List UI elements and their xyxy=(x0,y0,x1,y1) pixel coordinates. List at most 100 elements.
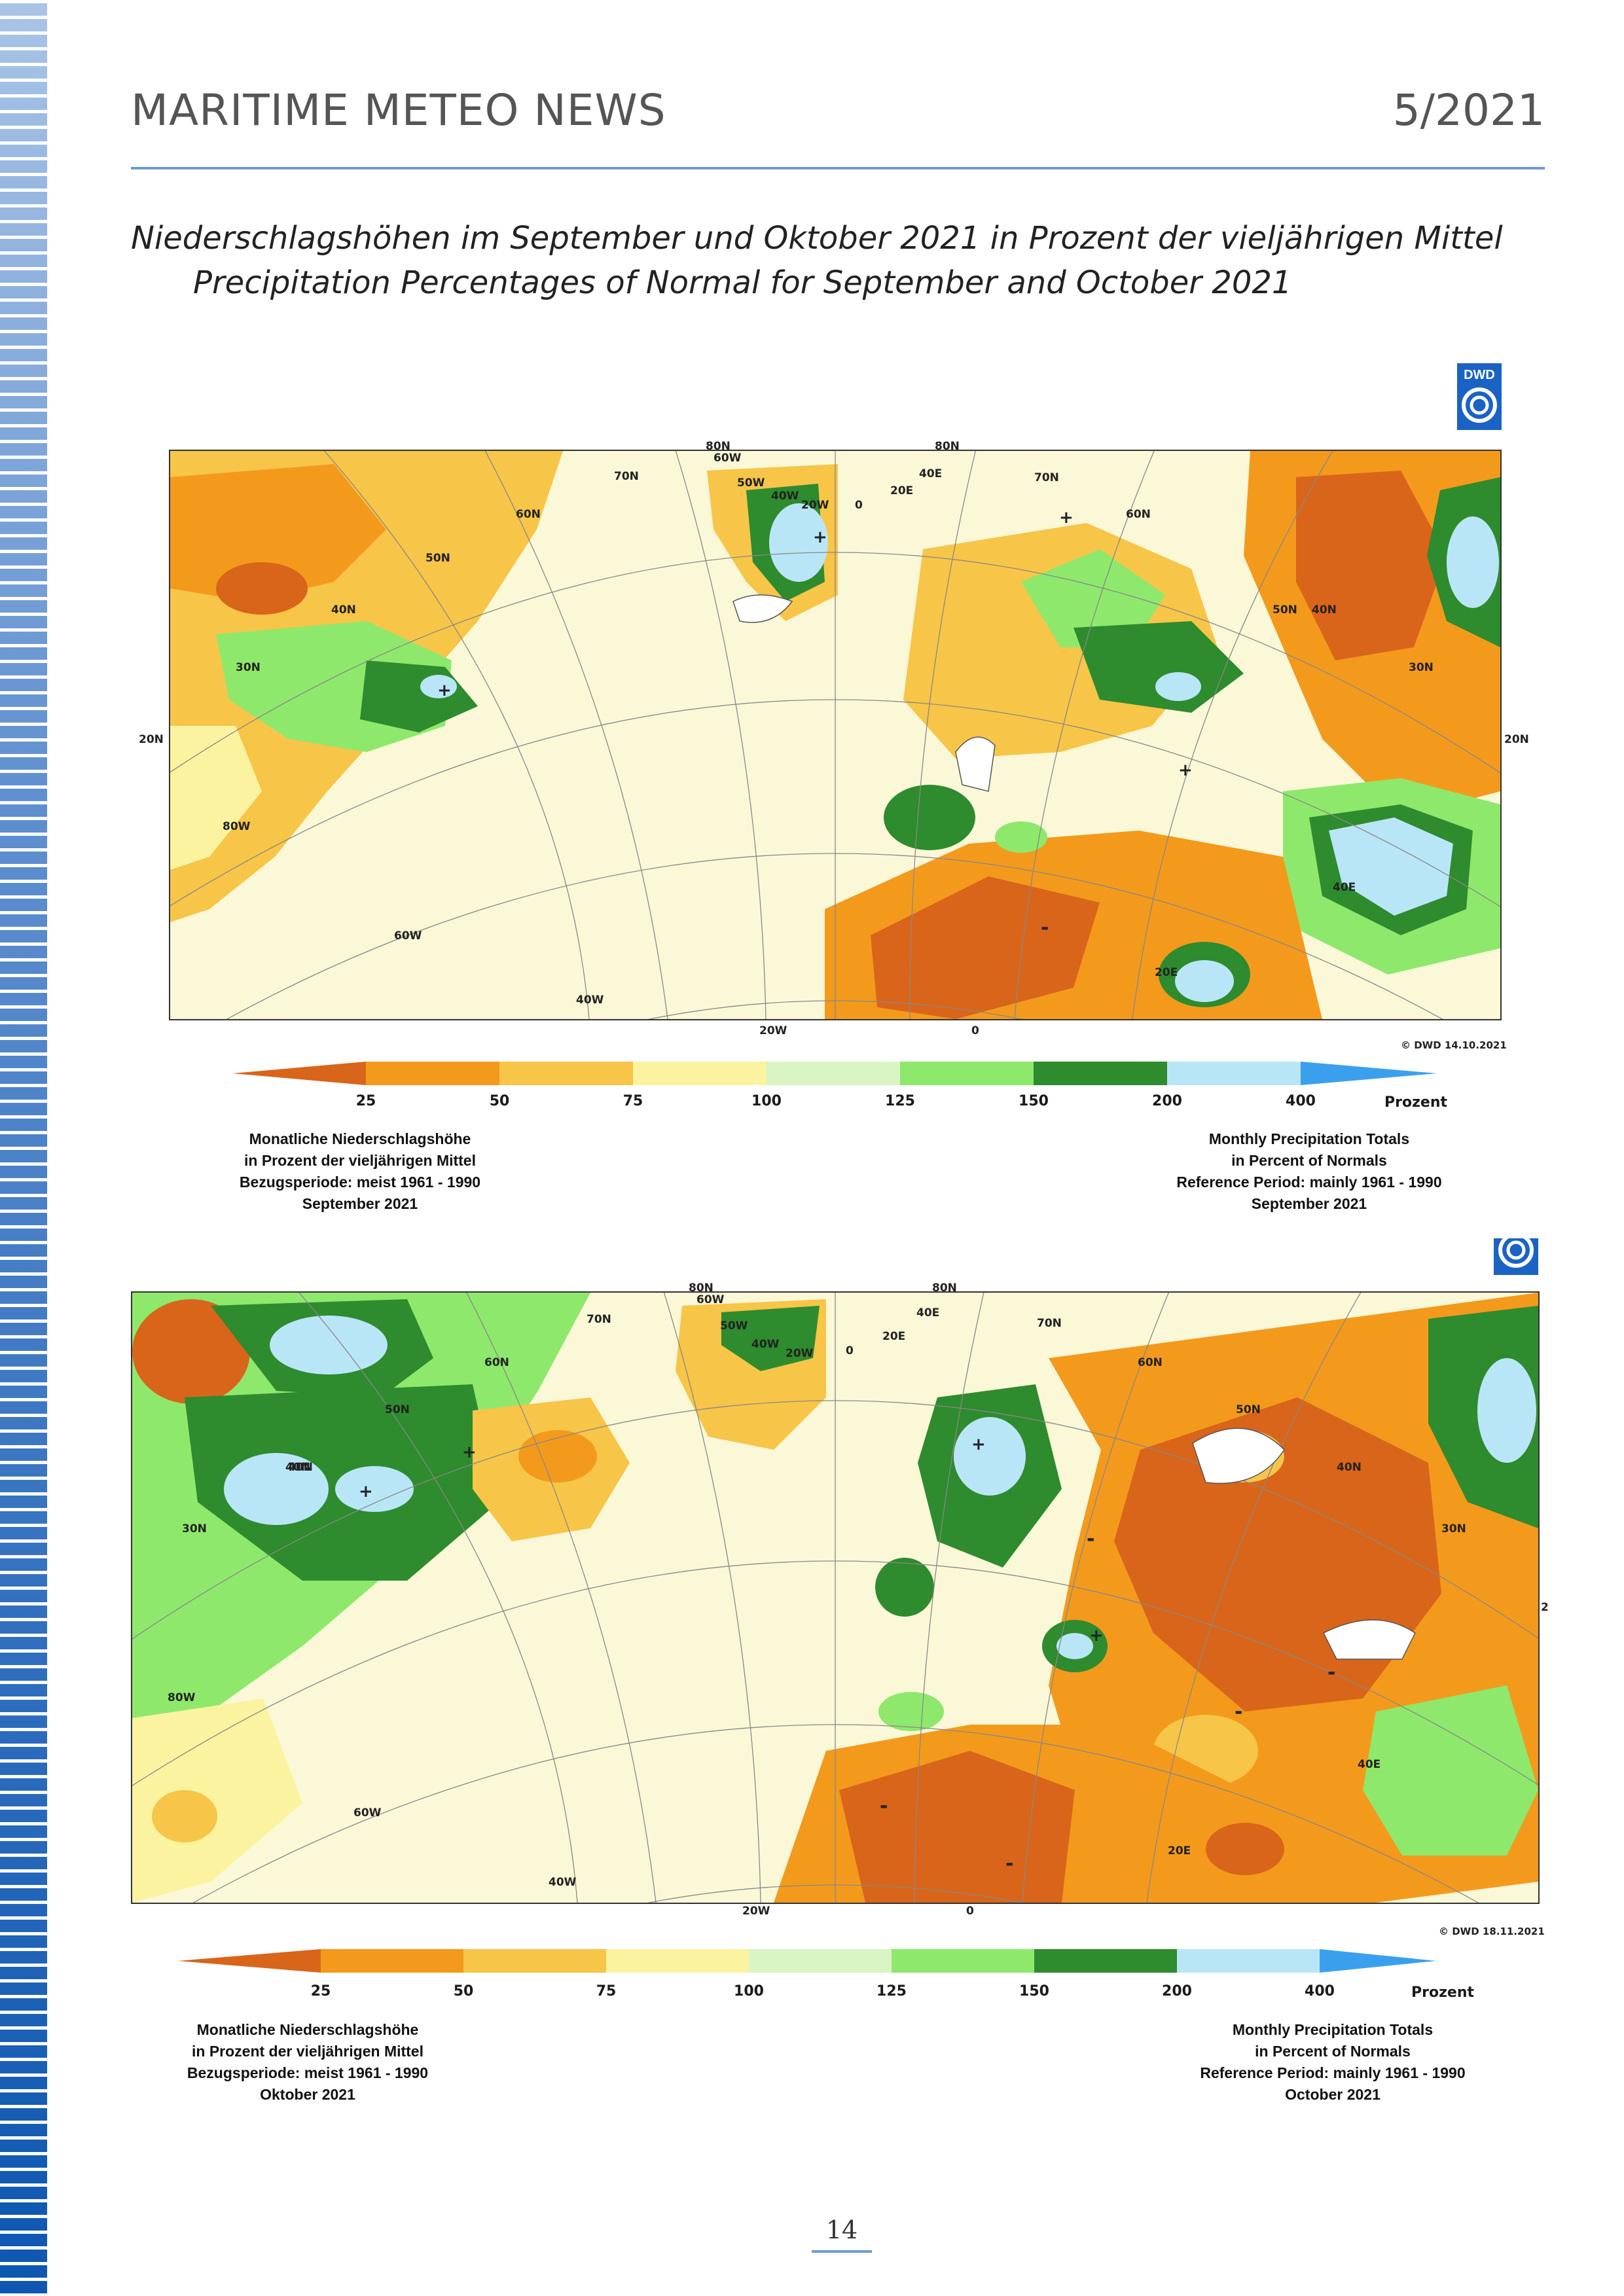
map1-grid-label: 50N xyxy=(1272,603,1297,617)
caption-line: in Prozent der vieljährigen Mittel xyxy=(191,2043,424,2060)
map1-legend-unit: Prozent xyxy=(1384,1094,1447,1111)
caption-line: in Percent of Normals xyxy=(1255,2043,1411,2060)
caption-line: Monthly Precipitation Totals xyxy=(1232,2021,1434,2038)
map1-lat-label-20n-left: 20N xyxy=(139,733,164,746)
legend-tick: 400 xyxy=(1286,1093,1316,1109)
map2-sign: + xyxy=(1089,1626,1104,1645)
map2-grid-label: 60N xyxy=(1138,1356,1163,1369)
caption-line: Monatliche Niederschlagshöhe xyxy=(196,2021,419,2038)
map2-grid-label: 50W xyxy=(720,1319,748,1333)
map1-grid-label: 70N xyxy=(614,470,639,483)
legend-tick: 100 xyxy=(734,1983,764,2000)
legend-tick: 200 xyxy=(1152,1093,1182,1109)
legend-tick: 75 xyxy=(623,1093,643,1109)
map1-grid-label: 50W xyxy=(737,476,765,490)
map2-sign: - xyxy=(1327,1661,1336,1684)
map1-grid-label: 30N xyxy=(236,661,261,674)
legend-tick: 50 xyxy=(489,1093,510,1109)
map1-caption-german: Monatliche Niederschlagshöhe in Prozent … xyxy=(196,1128,524,1215)
map1-grid-label: 40N xyxy=(331,603,356,617)
map1-caption-english: Monthly Precipitation Totals in Percent … xyxy=(1139,1128,1479,1215)
map1-grid-label: 20E xyxy=(1155,966,1178,979)
page-number: 14 xyxy=(825,2215,858,2244)
map2-lon-label-80w: 80W xyxy=(168,1691,196,1704)
caption-line: Monthly Precipitation Totals xyxy=(1208,1130,1410,1147)
map1-sign: + xyxy=(813,528,827,547)
map1-grid-label: 40E xyxy=(919,467,943,480)
map2-grid-label: 20E xyxy=(1168,1844,1191,1857)
map1-lon-label-40w: 40W xyxy=(576,994,604,1007)
map2-sign: + xyxy=(462,1443,477,1462)
newsletter-title: MARITIME METEO NEWS xyxy=(131,85,666,135)
caption-line: in Prozent der vieljährigen Mittel xyxy=(244,1152,476,1169)
map2-grid-label: 20E xyxy=(882,1330,906,1343)
map1-grid-label: 60N xyxy=(516,508,541,521)
map2-legend-unit: Prozent xyxy=(1411,1984,1474,2001)
caption-month: Oktober 2021 xyxy=(260,2086,355,2103)
figure-title-german: Niederschlagshöhen im September und Okto… xyxy=(131,220,1503,257)
map2-sign: + xyxy=(359,1482,373,1501)
legend-tick: 150 xyxy=(1019,1983,1049,2000)
map2-grid-label: 30N xyxy=(1441,1522,1466,1535)
map2-grid-label: 20W xyxy=(785,1347,814,1360)
map1-lat-label-20n-right: 20N xyxy=(1504,733,1529,746)
dwd-logo-text: DWD xyxy=(1464,368,1495,382)
map1-grid-label: 40N xyxy=(1312,603,1337,617)
map2-grid-label: 40E xyxy=(916,1306,940,1319)
map1-grid-label: 30N xyxy=(1409,661,1434,674)
map1-grid-label: 60N xyxy=(1126,508,1151,521)
map1-grid-label: 80N xyxy=(935,440,960,453)
map2-grid-label: 40W xyxy=(751,1338,780,1351)
map2-grid-label: 40N xyxy=(288,1461,313,1474)
caption-line: Monatliche Niederschlagshöhe xyxy=(249,1130,471,1147)
map2-grid-label: 70N xyxy=(586,1313,611,1326)
legend-tick: 400 xyxy=(1305,1983,1335,2000)
map2-grid-label: 60N xyxy=(484,1356,509,1369)
page-number-underline xyxy=(812,2250,872,2253)
map2-sign: - xyxy=(1087,1528,1095,1551)
map2-sign: - xyxy=(880,1795,888,1818)
map2-grid-label: 40N xyxy=(1337,1461,1362,1474)
map1-grid-label: 0 xyxy=(855,499,863,512)
caption-line: Reference Period: mainly 1961 - 1990 xyxy=(1200,2064,1466,2081)
side-stripe-decoration xyxy=(0,0,47,2296)
map2-lon-label-40w: 40W xyxy=(549,1876,577,1889)
october-precipitation-map xyxy=(131,1291,1540,1904)
map2-lat-label-40n: 40N xyxy=(285,1461,310,1474)
legend-tick: 50 xyxy=(453,1983,474,2000)
map1-lon-label-20w: 20W xyxy=(759,1024,787,1037)
caption-month: September 2021 xyxy=(1251,1195,1367,1212)
map2-grid-label: 80N xyxy=(932,1282,957,1295)
figure-title-english: Precipitation Percentages of Normal for … xyxy=(193,264,1292,301)
map1-grid-label: 20W xyxy=(801,499,829,512)
map1-copyright: © DWD 14.10.2021 xyxy=(1401,1039,1507,1051)
map2-grid-label: 50N xyxy=(1236,1403,1261,1416)
caption-line: Bezugsperiode: meist 1961 - 1990 xyxy=(187,2064,429,2081)
map1-sign: + xyxy=(437,681,452,700)
map1-lon-label-80w: 80W xyxy=(223,820,251,833)
map2-grid-label: 0 xyxy=(846,1344,854,1357)
map2-lon-label-60w: 60W xyxy=(353,1806,382,1820)
map2-lon-label-0: 0 xyxy=(966,1905,974,1918)
map2-grid-label: 50N xyxy=(385,1403,410,1416)
caption-month: September 2021 xyxy=(302,1195,418,1212)
map2-grid-label: 40E xyxy=(1358,1758,1381,1771)
map2-sign: - xyxy=(1005,1852,1014,1875)
map1-grid-label: 80N xyxy=(706,440,731,453)
map1-sign: - xyxy=(1041,916,1049,939)
map2-copyright: © DWD 18.11.2021 xyxy=(1439,1926,1545,1937)
dwd-logo xyxy=(1494,1238,1538,1275)
legend-tick: 150 xyxy=(1019,1093,1049,1109)
map2-caption-german: Monatliche Niederschlagshöhe in Prozent … xyxy=(144,2019,471,2106)
header-divider xyxy=(131,167,1545,170)
map2-grid-label: 70N xyxy=(1037,1317,1062,1330)
september-precipitation-map xyxy=(169,450,1502,1020)
legend-tick: 200 xyxy=(1162,1983,1192,2000)
map1-grid-label: 60W xyxy=(713,452,742,465)
map1-sign: + xyxy=(1178,761,1193,780)
map1-grid-label: 40E xyxy=(1333,881,1356,894)
map2-sign: + xyxy=(971,1435,986,1454)
legend-tick: 25 xyxy=(310,1983,331,2000)
legend-tick: 125 xyxy=(876,1983,907,2000)
map2-sign: - xyxy=(1235,1700,1243,1723)
